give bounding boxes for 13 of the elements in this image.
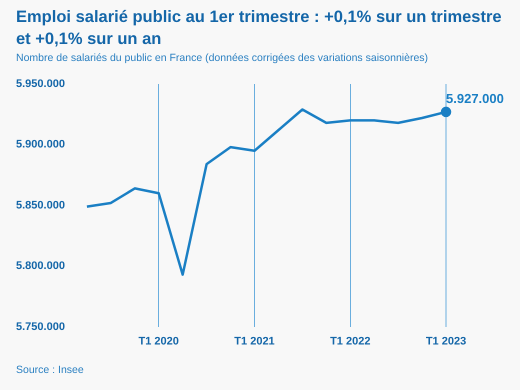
source-note: Source : Insee bbox=[16, 364, 84, 376]
y-tick-label: 5.800.000 bbox=[16, 260, 65, 272]
y-tick-label: 5.900.000 bbox=[16, 138, 65, 151]
y-tick-label: 5.750.000 bbox=[16, 320, 65, 333]
x-tick-label: T1 2021 bbox=[234, 335, 275, 348]
x-tick-label: T1 2020 bbox=[138, 335, 179, 348]
chart-title: Emploi salarié public au 1er trimestre : +0,1% sur un trimestre et +0,1% sur un an bbox=[16, 7, 503, 50]
y-tick-label: 5.850.000 bbox=[16, 199, 65, 212]
chart-subtitle: Nombre de salariés du public en France (données corrigées des variations saisonnières) bbox=[16, 52, 428, 64]
x-tick-label: T1 2023 bbox=[426, 335, 466, 348]
x-tick-label: T1 2022 bbox=[330, 335, 370, 348]
y-tick-label: 5.950.000 bbox=[16, 78, 65, 90]
annotation: 5.927.000 bbox=[446, 91, 504, 106]
